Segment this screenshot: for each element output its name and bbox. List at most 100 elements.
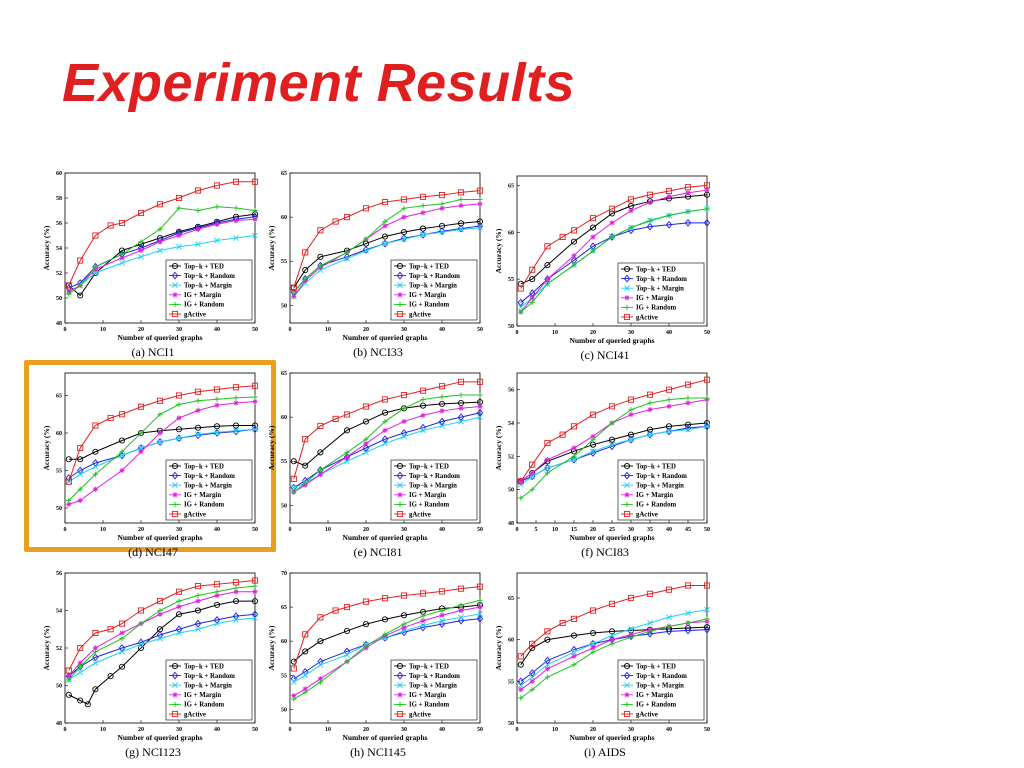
data-point — [518, 495, 524, 501]
data-point — [476, 378, 484, 385]
data-point — [252, 615, 258, 621]
data-point — [317, 263, 323, 269]
data-point — [119, 630, 125, 636]
data-point — [477, 604, 483, 610]
x-tick-label: 40 — [439, 527, 445, 533]
data-point — [362, 444, 370, 452]
y-tick-label: 48 — [56, 721, 62, 727]
data-point — [195, 626, 201, 633]
data-point — [92, 232, 99, 239]
data-point — [362, 598, 370, 605]
data-point — [107, 222, 114, 229]
data-point — [439, 607, 445, 614]
y-tick-label: 54 — [56, 609, 62, 615]
y-tick-label: 52 — [56, 271, 62, 277]
data-point — [517, 677, 524, 686]
legend-marker — [623, 510, 631, 518]
data-point — [251, 598, 259, 605]
x-tick-label: 40 — [666, 527, 672, 533]
line-chart: 0 10 20 30 40 50 50 55 60 65 Number of queried gra… — [494, 175, 711, 345]
data-point — [137, 209, 145, 217]
data-point — [665, 627, 673, 636]
x-tick-label: 40 — [214, 327, 220, 333]
legend-entry: IG + Margin — [409, 492, 446, 499]
data-point — [251, 425, 259, 434]
data-point — [400, 612, 408, 619]
y-tick-label: 50 — [281, 707, 287, 713]
data-point — [666, 194, 672, 200]
legend-entry: Top−k + Margin — [636, 483, 684, 490]
data-point — [609, 220, 615, 226]
series-igrandom — [291, 597, 483, 702]
legend-marker — [396, 710, 404, 718]
data-point — [92, 471, 98, 477]
legend-entry: Top−k + Random — [636, 473, 687, 480]
data-point — [529, 469, 536, 477]
data-point — [251, 178, 259, 185]
data-point — [137, 638, 145, 647]
legend-entry: gActive — [184, 711, 206, 718]
chart-panel: 0 10 20 30 40 50 50 55 60 65 Number of queried gra… — [265, 365, 491, 559]
y-tick-label: 70 — [281, 571, 287, 577]
data-point — [363, 236, 369, 242]
data-point — [92, 629, 99, 637]
data-point — [291, 489, 297, 495]
y-axis-label: Accuracy (%) — [42, 225, 51, 270]
y-tick-label: 60 — [56, 171, 62, 177]
data-point — [517, 304, 524, 311]
x-tick-label: 0 — [516, 527, 519, 533]
data-point — [363, 440, 369, 447]
x-axis-label: Number of queried graphs — [569, 733, 654, 742]
data-point — [627, 594, 635, 602]
legend-entry: Top−k + TED — [636, 266, 676, 273]
data-point — [332, 218, 339, 225]
legend-entry: IG + Random — [184, 302, 224, 309]
data-point — [157, 635, 163, 642]
x-tick-label: 20 — [138, 327, 144, 333]
x-tick-label: 5 — [535, 527, 538, 533]
legend-box — [617, 262, 705, 324]
series-line — [520, 194, 708, 285]
data-point — [570, 632, 578, 639]
x-tick-label: 50 — [252, 327, 258, 333]
data-point — [518, 695, 524, 701]
data-point — [233, 217, 239, 224]
x-tick-label: 20 — [138, 727, 144, 733]
data-point — [195, 226, 201, 232]
data-point — [317, 662, 324, 668]
x-tick-label: 0 — [516, 330, 519, 336]
data-point — [92, 264, 98, 270]
series-tedk — [65, 598, 259, 708]
series-igrandom — [66, 583, 258, 683]
data-point — [628, 625, 634, 632]
data-point — [590, 437, 596, 443]
data-point — [344, 651, 350, 658]
legend-entry: Top−k + Random — [184, 673, 235, 680]
data-point — [477, 403, 483, 410]
data-point — [214, 620, 220, 627]
y-tick-label: 60 — [281, 415, 287, 421]
chart-caption: (h) NCI145 — [350, 745, 406, 759]
data-point — [382, 427, 388, 433]
data-point — [420, 622, 426, 629]
x-tick-label: 0 — [64, 527, 67, 533]
legend-marker — [172, 501, 178, 507]
x-axis-label: Number of queried graphs — [117, 533, 202, 542]
data-point — [647, 218, 653, 224]
data-point — [420, 412, 426, 418]
data-point — [419, 590, 427, 597]
data-point — [175, 434, 183, 443]
data-point — [544, 636, 551, 643]
data-point — [84, 701, 91, 708]
legend-entry: IG + Margin — [184, 692, 221, 699]
data-point — [589, 629, 597, 637]
x-tick-label: 45 — [685, 527, 691, 533]
y-tick-label: 50 — [508, 488, 514, 494]
data-point — [194, 619, 202, 628]
data-point — [401, 236, 407, 243]
y-tick-label: 48 — [508, 521, 514, 527]
series-line — [293, 190, 481, 288]
series-gactive — [65, 577, 259, 674]
chart-panel: 0 5 10 15 20 25 30 35 40 45 50 48 50 52 54 56 Number of … — [492, 365, 718, 559]
data-point — [157, 439, 163, 445]
